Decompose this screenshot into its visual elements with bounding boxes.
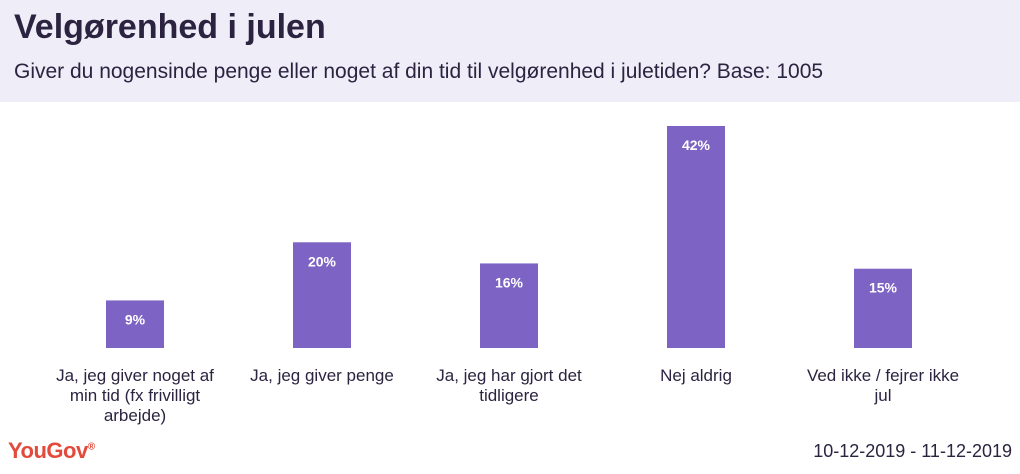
- category-label-4: Nej aldrig: [660, 366, 732, 385]
- bar-1: [106, 300, 164, 348]
- bar-value-label-5: 15%: [869, 280, 898, 296]
- bar-2: [293, 242, 351, 348]
- category-label-5: Ved ikke / fejrer ikke jul: [807, 366, 959, 405]
- bar-value-label-4: 42%: [682, 137, 711, 153]
- category-label-1: Ja, jeg giver noget af min tid (fx frivil…: [56, 366, 214, 425]
- bar-value-label-1: 9%: [125, 311, 146, 327]
- chart-subtitle: Giver du nogensinde penge eller noget af…: [14, 60, 824, 83]
- logo-text: YouGov: [8, 438, 88, 463]
- category-label-3: Ja, jeg har gjort det tidligere: [436, 366, 582, 405]
- chart-title: Velgørenhed i julen: [14, 8, 326, 46]
- date-range: 10-12-2019 - 11-12-2019: [813, 441, 1012, 461]
- bar-4: [667, 126, 725, 348]
- yougov-logo: YouGov®: [8, 438, 95, 464]
- chart-header: Velgørenhed i julen Giver du nogensinde …: [0, 0, 1020, 102]
- logo-mark-icon: ®: [87, 441, 95, 453]
- bar-3: [480, 263, 538, 348]
- bar-value-label-3: 16%: [495, 274, 524, 290]
- bar-value-label-2: 20%: [308, 253, 337, 269]
- bar-chart: 9% Ja, jeg giver noget af min tid (fx friv…: [56, 126, 959, 425]
- bar-5: [854, 268, 912, 348]
- category-label-2: Ja, jeg giver penge: [250, 366, 394, 385]
